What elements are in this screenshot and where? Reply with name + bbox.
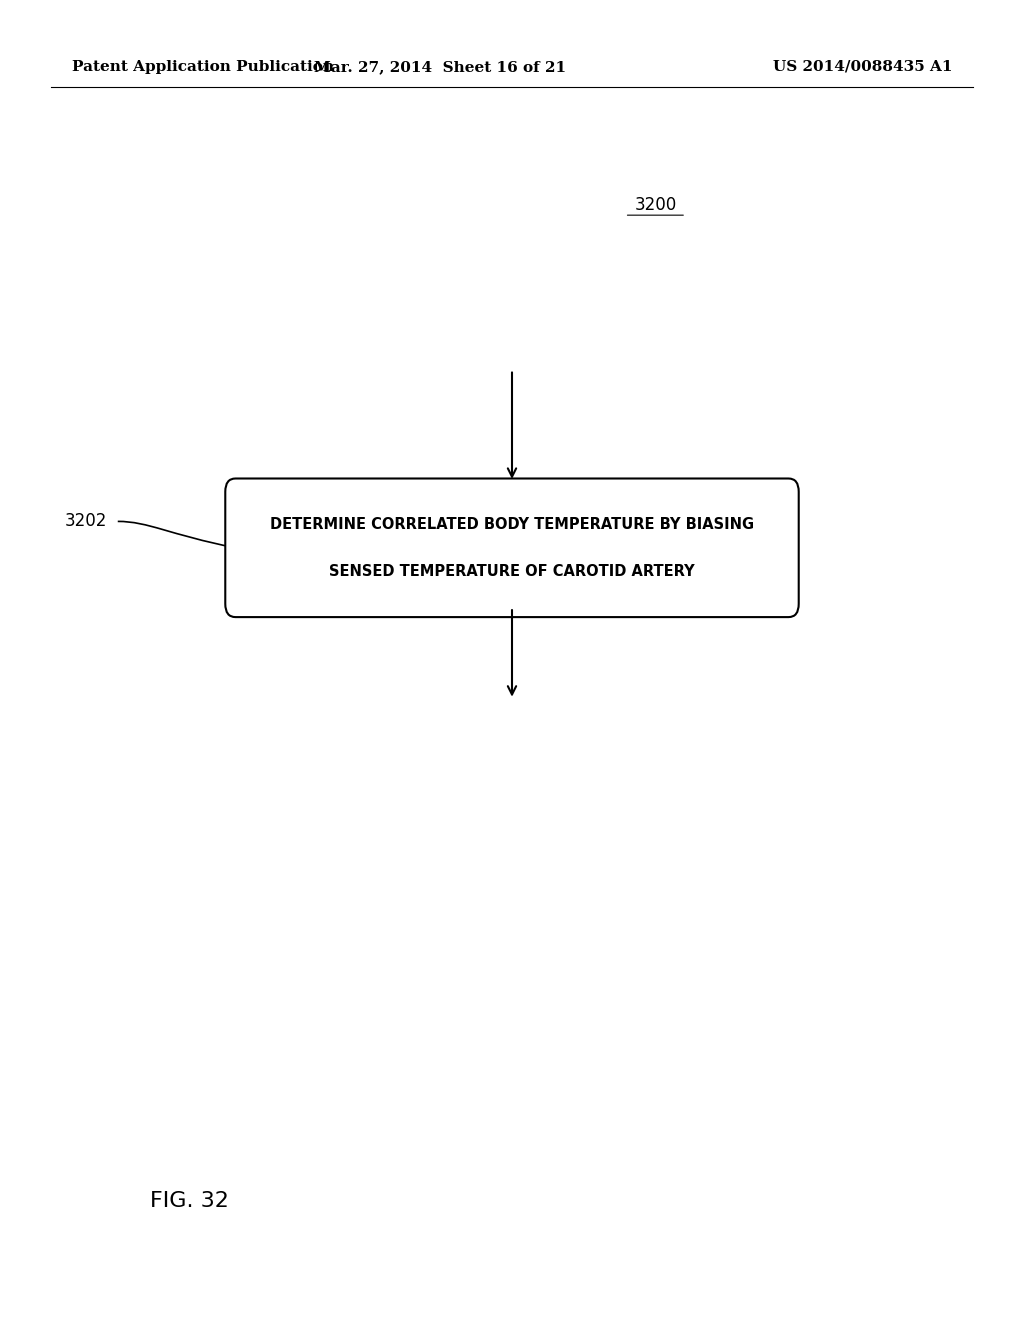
FancyBboxPatch shape	[225, 479, 799, 618]
Text: 3200: 3200	[634, 195, 677, 214]
Text: US 2014/0088435 A1: US 2014/0088435 A1	[773, 59, 952, 74]
Text: Mar. 27, 2014  Sheet 16 of 21: Mar. 27, 2014 Sheet 16 of 21	[314, 59, 566, 74]
Text: SENSED TEMPERATURE OF CAROTID ARTERY: SENSED TEMPERATURE OF CAROTID ARTERY	[329, 564, 695, 579]
Text: 3202: 3202	[66, 512, 108, 531]
Text: FIG. 32: FIG. 32	[150, 1191, 229, 1212]
Text: DETERMINE CORRELATED BODY TEMPERATURE BY BIASING: DETERMINE CORRELATED BODY TEMPERATURE BY…	[270, 516, 754, 532]
Text: Patent Application Publication: Patent Application Publication	[72, 59, 334, 74]
